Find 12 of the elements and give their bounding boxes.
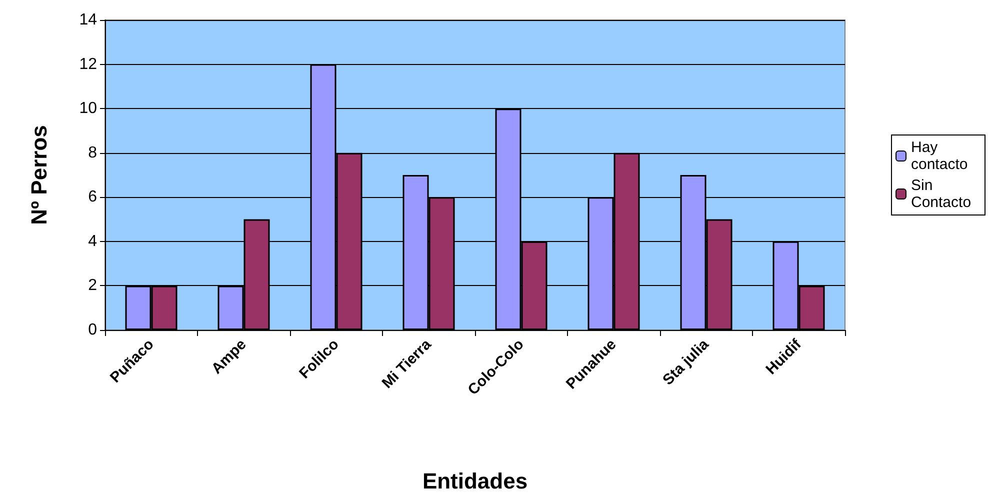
y-tick-label: 10	[79, 100, 98, 118]
y-axis-title: Nº Perros	[26, 125, 52, 225]
y-tick-label: 12	[79, 56, 98, 73]
y-tick-label: 0	[88, 322, 98, 338]
y-tick-label: 6	[88, 188, 98, 206]
y-tick-label: 4	[88, 232, 98, 250]
legend-label: Sin Contacto	[911, 177, 972, 211]
y-tick-label: 14	[79, 12, 98, 28]
x-axis-title: Entidades	[422, 468, 528, 494]
y-tick-label: 8	[88, 144, 98, 162]
legend-label: Hay contacto	[911, 139, 968, 173]
y-tick-label: 2	[88, 277, 98, 294]
